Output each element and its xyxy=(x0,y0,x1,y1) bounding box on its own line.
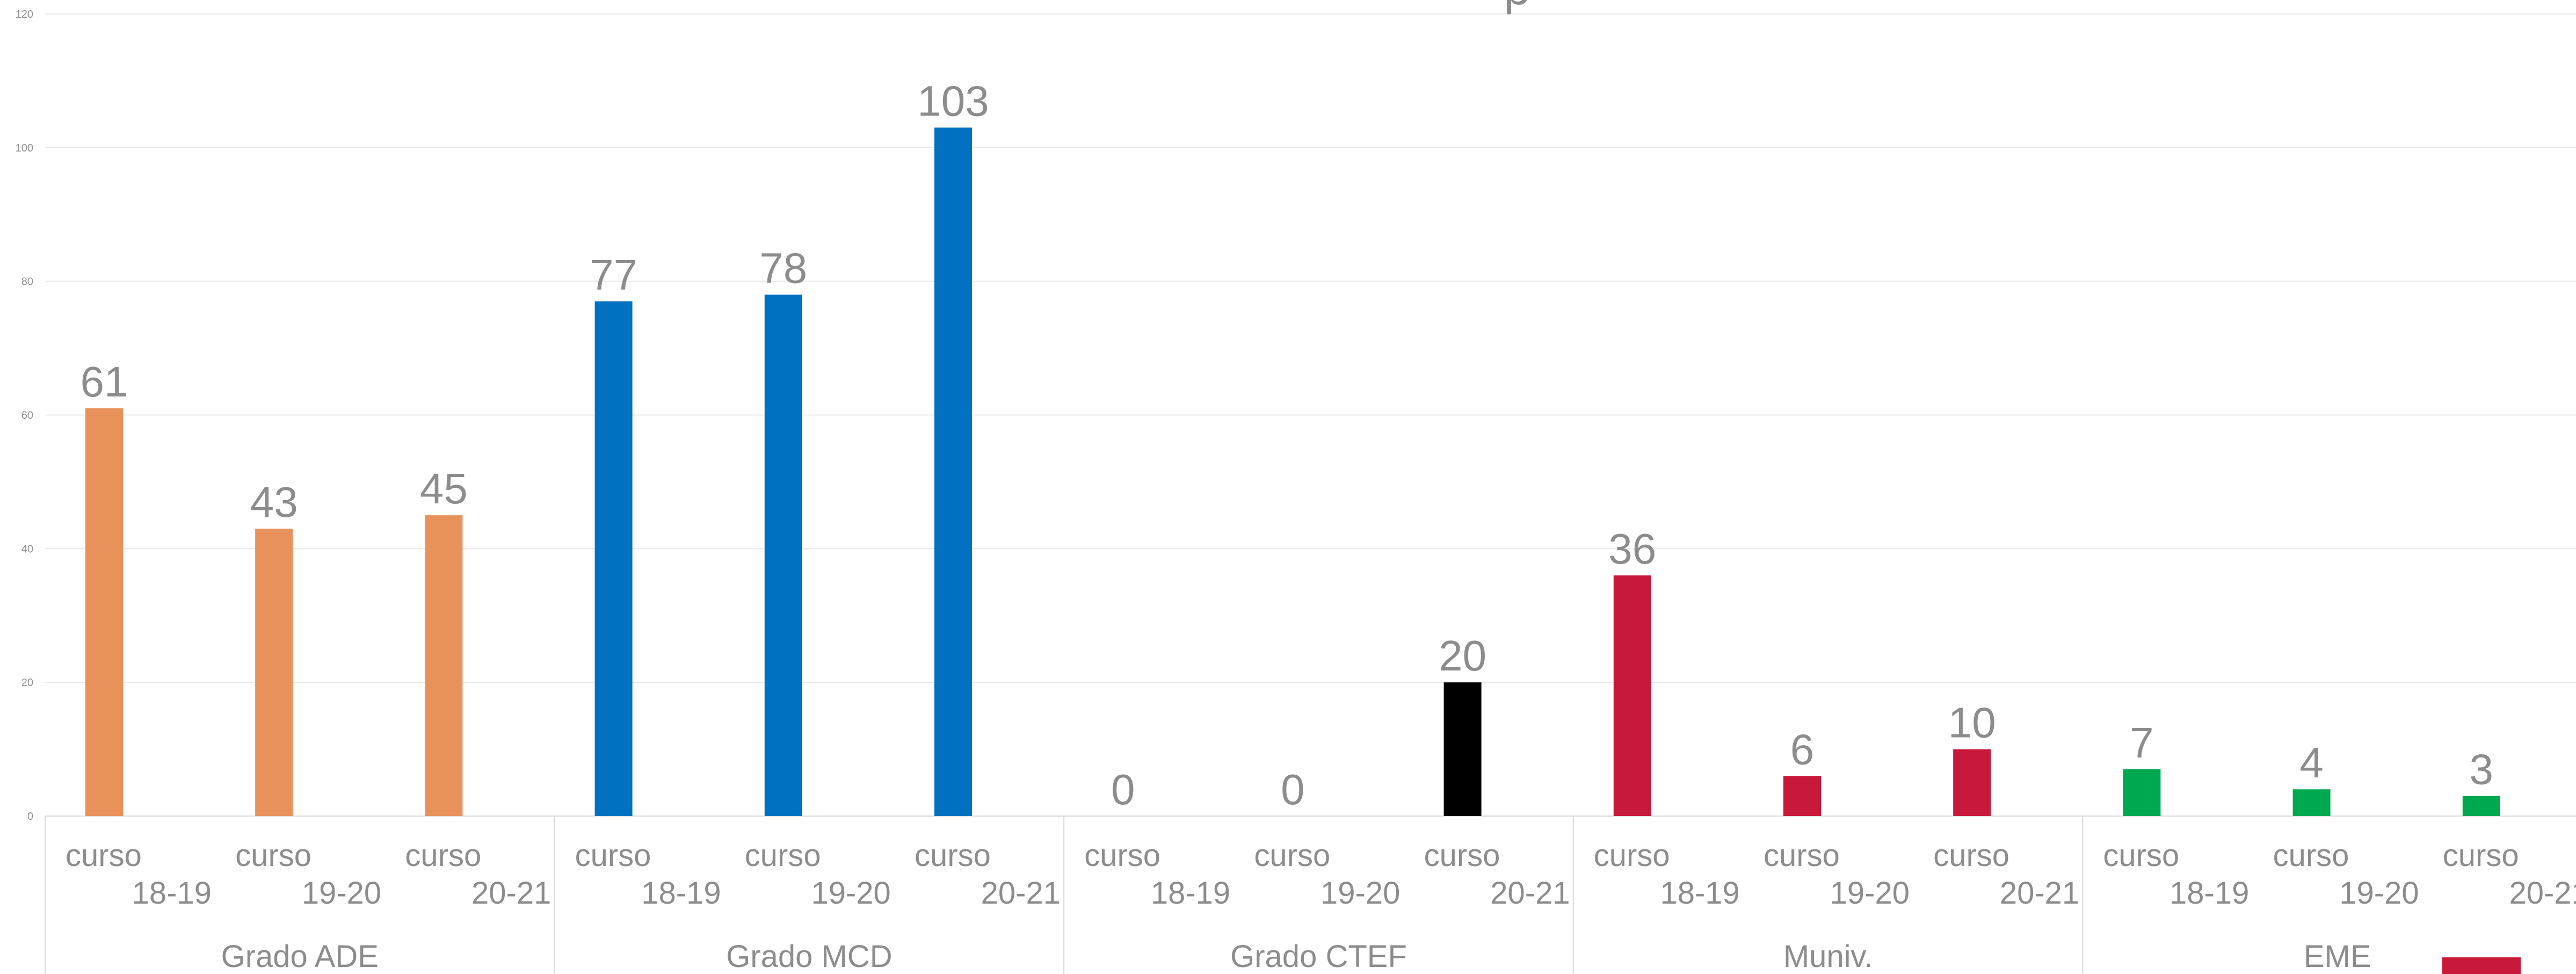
category-label-line2: 19-20 xyxy=(811,876,890,911)
category-label-line1: curso xyxy=(2273,838,2349,873)
category-label-line1: curso xyxy=(2103,838,2179,873)
category-label-line1: curso xyxy=(235,838,311,873)
y-axis: 0 20 40 60 80 100 120 xyxy=(16,9,33,823)
group-label: Muniv. xyxy=(1783,939,1873,974)
category-label-line2: 19-20 xyxy=(1830,876,1910,911)
y-tick-label: 0 xyxy=(27,811,33,823)
category-label-line1: curso xyxy=(915,838,991,873)
category-label-line1: curso xyxy=(1933,838,2009,873)
category-label-line1: curso xyxy=(1424,838,1500,873)
bars xyxy=(85,127,2500,817)
bar xyxy=(1443,682,1482,816)
legend-swatch xyxy=(2442,957,2521,974)
data-label: 0 xyxy=(1111,766,1135,813)
data-label: 10 xyxy=(1948,699,1996,747)
category-label-line1: curso xyxy=(1594,838,1670,873)
category-label-line2: 18-19 xyxy=(1151,876,1230,911)
y-tick-label: 60 xyxy=(21,410,33,422)
data-label: 43 xyxy=(250,478,298,526)
bar xyxy=(425,515,463,816)
data-label: 77 xyxy=(590,251,637,299)
bar xyxy=(2123,769,2161,816)
category-label-line2: 19-20 xyxy=(302,876,381,911)
y-tick-label: 120 xyxy=(16,9,33,20)
category-label-line1: curso xyxy=(405,838,481,873)
bar xyxy=(1783,776,1821,816)
category-label-line1: curso xyxy=(2443,838,2519,873)
group-label: Grado MCD xyxy=(726,939,892,974)
y-tick-label: 40 xyxy=(21,543,33,555)
data-label: 45 xyxy=(420,465,468,513)
category-label-line2: 18-19 xyxy=(641,876,721,911)
category-label-line1: curso xyxy=(66,838,142,873)
data-label: 4 xyxy=(2299,739,2324,787)
bar xyxy=(594,301,633,816)
category-label-line1: curso xyxy=(745,838,821,873)
category-label-line1: curso xyxy=(1084,838,1160,873)
data-label: 6 xyxy=(1790,725,1815,773)
category-label-line2: 18-19 xyxy=(1660,876,1739,911)
data-label: 78 xyxy=(759,244,807,292)
category-label-line1: curso xyxy=(1254,838,1330,873)
data-label: 20 xyxy=(1439,632,1486,680)
category-label-line2: 20-21 xyxy=(2509,876,2576,911)
data-label: 3 xyxy=(2470,746,2494,793)
data-label: 7 xyxy=(2130,719,2154,767)
data-label: 61 xyxy=(81,358,128,406)
category-label-line2: 20-21 xyxy=(471,876,551,911)
category-label-line2: 20-21 xyxy=(1490,876,1570,911)
data-label: 103 xyxy=(917,77,989,125)
category-label-line2: 18-19 xyxy=(2169,876,2249,911)
bar xyxy=(2292,789,2331,816)
gridlines xyxy=(45,13,2576,817)
y-tick-label: 100 xyxy=(16,142,33,154)
bar xyxy=(1613,575,1651,816)
category-label-line2: 19-20 xyxy=(1320,876,1400,911)
data-label: 36 xyxy=(1608,525,1656,573)
bar xyxy=(934,127,972,817)
group-label: Grado CTEF xyxy=(1230,939,1407,974)
category-label-line1: curso xyxy=(1764,838,1840,873)
bar xyxy=(1953,749,1991,816)
data-label: 0 xyxy=(1281,766,1305,813)
bar xyxy=(255,529,293,816)
bar xyxy=(85,408,123,816)
category-label-line2: 20-21 xyxy=(2000,876,2079,911)
bar xyxy=(2462,796,2500,816)
category-label-line1: curso xyxy=(575,838,651,873)
group-label: EME xyxy=(2304,939,2371,974)
category-label-line2: 20-21 xyxy=(981,876,1061,911)
category-label-line2: 19-20 xyxy=(2339,876,2419,911)
bar xyxy=(764,294,802,816)
y-tick-label: 80 xyxy=(21,276,33,288)
category-label-line2: 18-19 xyxy=(132,876,212,911)
chart-title-fragment: p xyxy=(1504,0,1530,15)
group-label: Grado ADE xyxy=(221,939,379,974)
y-tick-label: 20 xyxy=(21,677,33,689)
group-separators xyxy=(45,816,2084,974)
